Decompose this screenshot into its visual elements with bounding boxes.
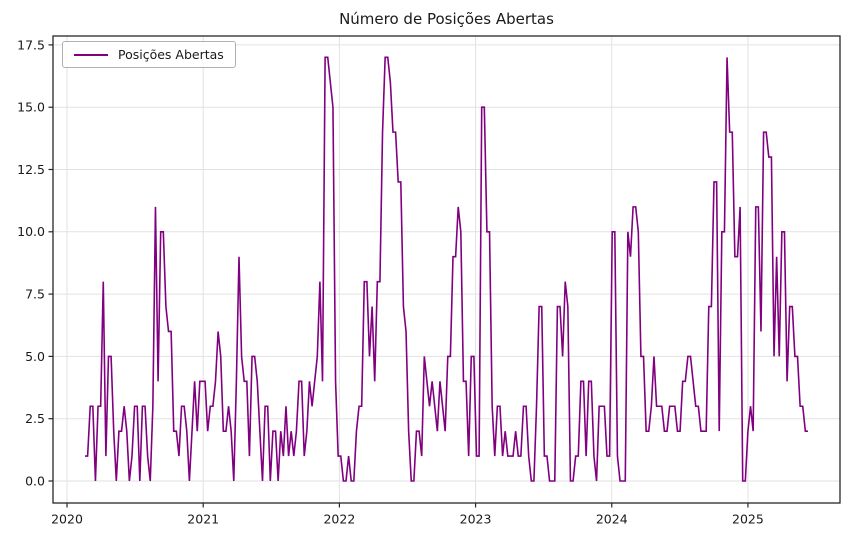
x-tick-label: 2021 [187,512,219,527]
y-tick-label: 10.0 [17,224,45,239]
legend-line-sample [74,53,108,56]
y-tick-label: 2.5 [25,411,45,426]
y-tick-label: 7.5 [25,286,45,301]
legend: Posições Abertas [62,41,236,68]
x-tick-label: 2022 [323,512,355,527]
plot-border [52,35,841,504]
x-tick-label: 2023 [460,512,492,527]
y-tick-label: 17.5 [17,37,45,52]
x-tick-label: 2020 [51,512,83,527]
y-tick-label: 12.5 [17,162,45,177]
legend-label: Posições Abertas [118,47,224,62]
y-tick-label: 15.0 [17,100,45,115]
y-tick-label: 5.0 [25,349,45,364]
x-tick-label: 2025 [732,512,764,527]
series-line [85,56,808,482]
x-tick-label: 2024 [596,512,628,527]
chart-title: Número de Posições Abertas [339,10,554,28]
y-tick-label: 0.0 [25,473,45,488]
